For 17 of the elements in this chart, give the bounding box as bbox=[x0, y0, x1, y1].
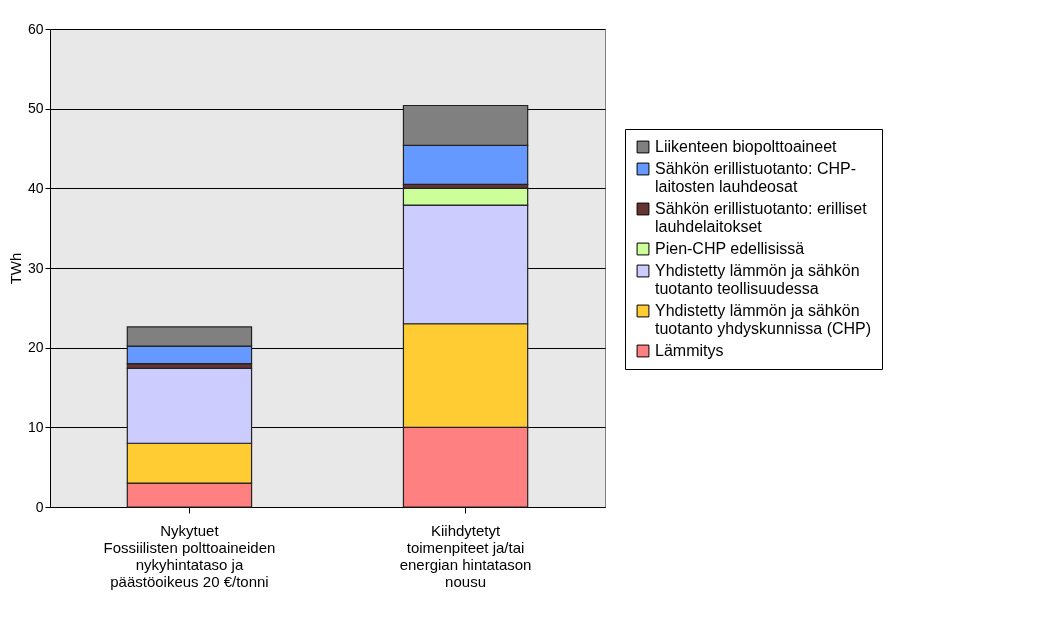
y-tick-label: 0 bbox=[35, 498, 44, 515]
y-tick-label: 60 bbox=[27, 20, 44, 37]
y-tick-label: 50 bbox=[27, 100, 44, 117]
y-tick-label: 30 bbox=[27, 259, 44, 276]
legend-label: Pien-CHP edellisissä bbox=[655, 240, 805, 257]
legend-label: Yhdistetty lämmön ja sähkön tuotanto yhdyskunnissa (CHP) bbox=[655, 302, 872, 337]
legend-label: Yhdistetty lämmön ja sähkön tuotanto teollisuudessa bbox=[655, 262, 860, 297]
x-tick-label: Kiihdytetyt toimenpiteet ja/tai energian hintatason nousu bbox=[399, 521, 532, 590]
y-tick-label: 20 bbox=[27, 339, 44, 356]
legend-label: Sähkön erillistuotanto: CHP-laitosten lauhdeosat bbox=[655, 160, 856, 195]
x-tick-label: Nykytuet Fossiilisten polttoaineiden nykyhintataso ja päästöoikeus 20 €/tonni bbox=[103, 521, 276, 590]
legend-label: Sähkön erillistuotanto: erilliset lauhdelaitokset bbox=[655, 200, 868, 235]
y-tick-label: 40 bbox=[27, 179, 44, 196]
y-tick-label: 10 bbox=[27, 418, 44, 435]
y-axis-title: TWh bbox=[6, 252, 24, 285]
legend-label: Lämmitys bbox=[655, 342, 724, 359]
legend-label: Liikenteen biopolttoaineet bbox=[655, 138, 838, 155]
